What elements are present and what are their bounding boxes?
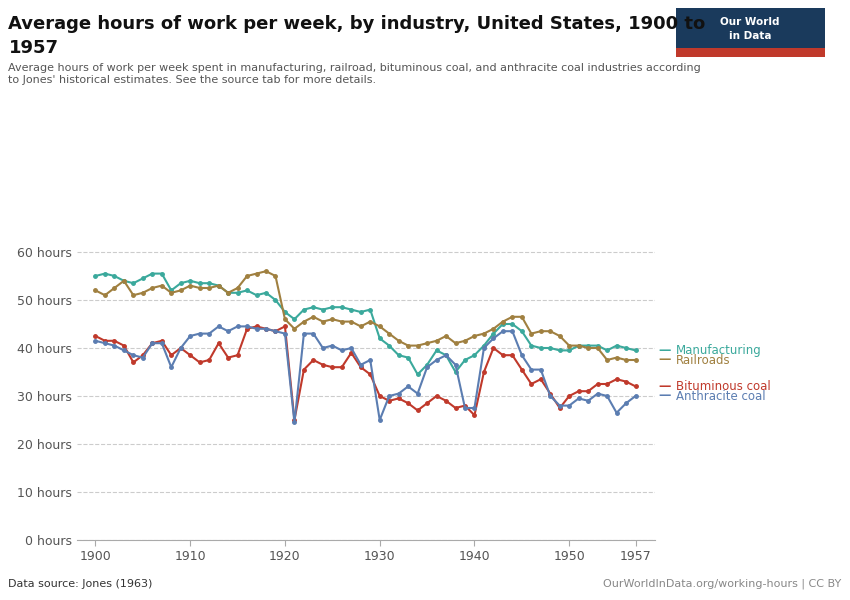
Text: —: — xyxy=(659,344,672,357)
Text: Average hours of work per week, by industry, United States, 1900 to: Average hours of work per week, by indus… xyxy=(8,15,706,33)
Text: —: — xyxy=(659,353,672,367)
Bar xyxy=(676,48,824,57)
FancyBboxPatch shape xyxy=(676,8,824,57)
Text: —: — xyxy=(659,389,672,403)
Text: Manufacturing: Manufacturing xyxy=(676,344,762,357)
Text: Bituminous coal: Bituminous coal xyxy=(676,380,770,393)
Text: OurWorldInData.org/working-hours | CC BY: OurWorldInData.org/working-hours | CC BY xyxy=(604,578,842,589)
Text: Data source: Jones (1963): Data source: Jones (1963) xyxy=(8,579,153,589)
Text: in Data: in Data xyxy=(728,31,772,41)
Text: Anthracite coal: Anthracite coal xyxy=(676,389,765,403)
Text: —: — xyxy=(659,380,672,393)
Text: Our World: Our World xyxy=(720,17,779,26)
Text: 1957: 1957 xyxy=(8,39,59,57)
Text: Average hours of work per week spent in manufacturing, railroad, bituminous coal: Average hours of work per week spent in … xyxy=(8,63,701,85)
Text: Railroads: Railroads xyxy=(676,353,730,367)
